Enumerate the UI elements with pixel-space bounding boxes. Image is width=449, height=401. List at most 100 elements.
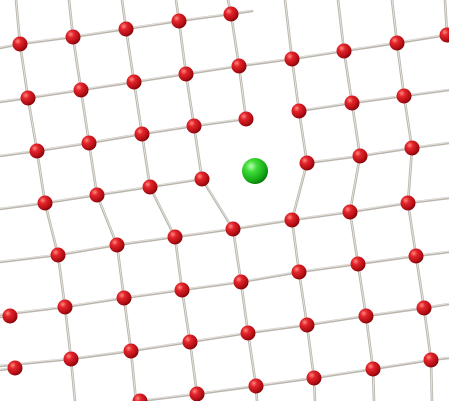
host-atom: [134, 126, 150, 142]
host-atom: [132, 393, 148, 401]
host-atom: [65, 29, 81, 45]
bond: [56, 243, 119, 257]
bond-highlight: [238, 64, 247, 119]
bond-highlight: [306, 323, 315, 378]
bond: [122, 288, 184, 300]
bond-highlight: [403, 94, 413, 148]
bond-highlight: [313, 367, 374, 378]
host-atom: [142, 179, 158, 195]
bond-highlight: [343, 49, 353, 103]
bond: [173, 227, 235, 239]
bond-highlight: [240, 280, 249, 333]
host-atom: [109, 237, 125, 253]
bond: [290, 49, 346, 61]
host-atom: [284, 212, 300, 228]
bond-highlight: [407, 146, 413, 203]
bond: [188, 331, 250, 344]
atoms-layer: [2, 6, 449, 401]
bond-highlight: [415, 254, 425, 308]
bond-highlight: [349, 154, 361, 212]
host-atom: [63, 351, 79, 367]
bond-highlight: [185, 64, 240, 74]
host-atom: [248, 378, 264, 394]
bond-highlight: [149, 177, 203, 187]
bond: [305, 314, 368, 327]
host-atom: [186, 118, 202, 134]
bond-highlight: [247, 323, 308, 333]
bond-highlight: [238, 57, 293, 66]
bond-highlight: [247, 331, 257, 386]
bond-highlight: [88, 132, 143, 143]
host-atom: [81, 135, 97, 151]
bond-highlight: [298, 109, 308, 163]
bond: [26, 88, 83, 100]
bond: [79, 80, 136, 92]
bond: [348, 201, 410, 214]
bond-highlight: [255, 376, 315, 386]
bond-highlight: [36, 141, 90, 151]
bond-highlight: [141, 124, 195, 134]
bond: [290, 210, 352, 222]
host-atom: [291, 264, 307, 280]
bond: [356, 254, 418, 266]
host-atom: [439, 27, 449, 43]
host-atom: [223, 6, 239, 22]
bond-highlight: [365, 306, 425, 316]
host-atom: [423, 352, 439, 368]
host-atom: [342, 204, 358, 220]
bond: [402, 88, 449, 98]
bond: [0, 253, 60, 264]
bond: [371, 358, 433, 371]
bond-highlight: [57, 243, 118, 255]
bond: [138, 392, 199, 401]
bond-highlight: [306, 314, 367, 325]
host-atom: [352, 148, 368, 164]
bond-highlight: [80, 80, 135, 90]
bond-highlight: [306, 154, 361, 163]
bond: [297, 101, 354, 113]
bond-highlight: [291, 57, 300, 111]
bond-highlight: [0, 201, 46, 209]
bond-highlight: [372, 358, 432, 369]
bond: [239, 270, 301, 284]
host-atom: [231, 58, 247, 74]
bond-highlight: [64, 296, 125, 307]
bond: [140, 124, 196, 136]
bond-highlight: [185, 72, 195, 126]
bond-highlight: [291, 49, 345, 59]
bond-highlight: [201, 177, 234, 229]
bond-highlight: [357, 254, 417, 264]
bond: [297, 262, 360, 274]
bond-highlight: [88, 141, 98, 195]
host-atom: [116, 290, 132, 306]
bond-highlight: [133, 80, 143, 134]
host-atom: [358, 308, 374, 324]
bond: [69, 349, 133, 361]
host-atom: [189, 386, 205, 401]
host-atom: [240, 325, 256, 341]
host-atom: [306, 370, 322, 386]
bond: [237, 57, 294, 68]
bond-highlight: [125, 19, 180, 29]
bond: [195, 384, 258, 396]
bond: [18, 35, 75, 46]
bond: [254, 376, 316, 388]
bond-highlight: [232, 218, 293, 229]
bond: [231, 218, 294, 231]
bond: [132, 72, 188, 84]
host-atom: [299, 155, 315, 171]
host-atom: [404, 140, 420, 156]
bond-highlight: [193, 117, 247, 126]
host-atom: [299, 317, 315, 333]
host-atom: [171, 13, 187, 29]
host-atom: [389, 35, 405, 51]
bond-highlight: [27, 88, 82, 98]
host-atom: [350, 256, 366, 272]
bond-highlight: [72, 35, 82, 90]
host-atom: [7, 360, 23, 376]
bond: [364, 306, 426, 318]
bond: [71, 27, 128, 39]
bond-highlight: [36, 149, 46, 203]
host-atom: [365, 361, 381, 377]
